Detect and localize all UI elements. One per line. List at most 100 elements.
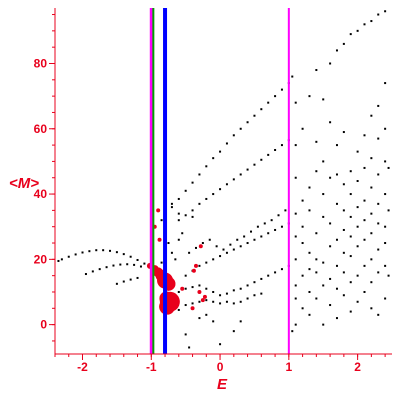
- data-point: [349, 33, 352, 36]
- data-point: [205, 313, 208, 316]
- data-point: [143, 262, 146, 265]
- data-point: [377, 13, 380, 16]
- data-point: [260, 235, 263, 238]
- data-point: [301, 199, 304, 202]
- data-point: [384, 297, 387, 300]
- data-point: [133, 263, 136, 266]
- data-point: [363, 290, 366, 293]
- data-point: [322, 215, 325, 218]
- data-point: [212, 193, 215, 196]
- data-point: [329, 176, 332, 179]
- data-point: [170, 251, 173, 254]
- data-point: [219, 255, 222, 258]
- data-point: [335, 49, 338, 52]
- data-point: [291, 75, 294, 78]
- data-point: [370, 281, 373, 284]
- data-point: [239, 245, 242, 248]
- data-point: [115, 282, 118, 285]
- data-point: [370, 307, 373, 310]
- data-point: [356, 300, 359, 303]
- data-point: [280, 225, 283, 228]
- data-point: [219, 302, 222, 305]
- data-point: [349, 170, 352, 173]
- data-point: [370, 114, 373, 117]
- data-point: [322, 193, 325, 196]
- data-point: [194, 246, 197, 249]
- data-point: [105, 266, 108, 269]
- data-point: [256, 225, 259, 228]
- data-point: [377, 104, 380, 107]
- data-point: [232, 134, 235, 137]
- data-point: [384, 82, 387, 85]
- data-point: [191, 215, 194, 218]
- data-point: [136, 258, 139, 261]
- data-point: [294, 144, 297, 147]
- data-point: [342, 251, 345, 254]
- data-point: [184, 287, 187, 290]
- data-point: [246, 121, 249, 124]
- data-point: [315, 297, 318, 300]
- data-point: [198, 173, 201, 176]
- data-point: [322, 98, 325, 101]
- data-point: [184, 214, 187, 217]
- data-point: [177, 290, 180, 293]
- data-point: [387, 209, 390, 212]
- data-point: [274, 228, 277, 231]
- data-point: [277, 214, 280, 217]
- x-axis-title: E: [217, 376, 228, 393]
- data-point: [205, 287, 208, 290]
- data-point: [329, 62, 332, 65]
- highlight-point: [200, 298, 205, 303]
- data-point: [384, 264, 387, 267]
- data-point: [363, 264, 366, 267]
- data-point: [198, 317, 201, 320]
- data-point: [315, 140, 318, 143]
- data-point: [88, 250, 91, 253]
- data-point: [315, 232, 318, 235]
- data-point: [84, 273, 87, 276]
- data-point: [377, 271, 380, 274]
- data-point: [177, 308, 180, 311]
- data-point: [329, 121, 332, 124]
- y-axis-title: <M>: [9, 175, 39, 192]
- data-point: [212, 157, 215, 160]
- data-point: [384, 242, 387, 245]
- data-point: [198, 284, 201, 287]
- x-tick-label: -2: [77, 360, 88, 374]
- data-point: [253, 294, 256, 297]
- data-point: [239, 320, 242, 323]
- data-point: [280, 88, 283, 91]
- data-point: [219, 343, 222, 346]
- data-point: [308, 209, 311, 212]
- data-point: [294, 297, 297, 300]
- x-tick-label: 2: [354, 360, 361, 374]
- data-point: [342, 209, 345, 212]
- highlight-point: [198, 244, 203, 249]
- data-point: [205, 299, 208, 302]
- data-point: [274, 148, 277, 151]
- data-point: [253, 238, 256, 241]
- data-point: [225, 300, 228, 303]
- data-point: [301, 225, 304, 228]
- data-point: [177, 212, 180, 215]
- data-point: [115, 251, 118, 254]
- data-point: [205, 197, 208, 200]
- data-point: [174, 258, 177, 261]
- data-point: [67, 255, 70, 258]
- data-point: [160, 219, 163, 222]
- data-point: [212, 258, 215, 261]
- data-point: [335, 264, 338, 267]
- data-point: [363, 23, 366, 26]
- data-point: [253, 114, 256, 117]
- data-point: [363, 134, 366, 137]
- data-point: [232, 248, 235, 251]
- data-point: [377, 202, 380, 205]
- data-point: [222, 248, 225, 251]
- data-point: [181, 232, 184, 235]
- data-point: [225, 251, 228, 254]
- data-point: [129, 255, 132, 258]
- highlight-point: [157, 237, 162, 242]
- data-point: [270, 219, 273, 222]
- data-point: [356, 150, 359, 153]
